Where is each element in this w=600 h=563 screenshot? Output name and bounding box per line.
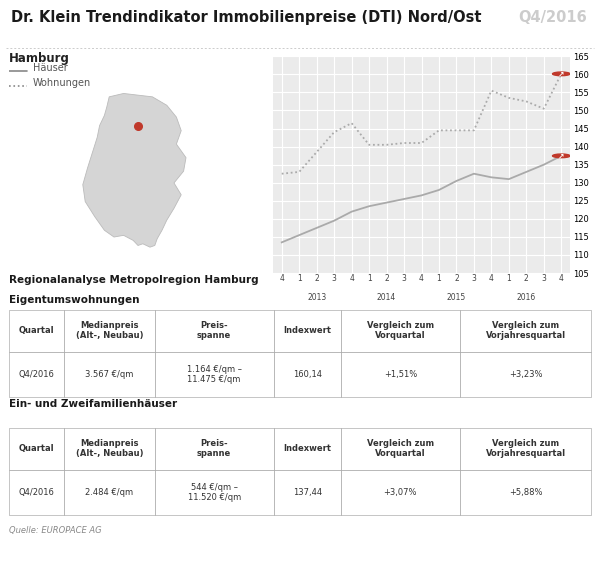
Text: 2013: 2013 [307,293,326,302]
Text: 1.164 €/qm –
11.475 €/qm: 1.164 €/qm – 11.475 €/qm [187,365,242,384]
Text: Eigentumswohnungen: Eigentumswohnungen [9,295,139,305]
Bar [64,428,155,470]
Text: Vergleich zum
Vorjahresquartal: Vergleich zum Vorjahresquartal [485,439,566,458]
Text: Indexwert: Indexwert [283,444,331,453]
Bar [155,351,274,397]
Bar [9,351,64,397]
Text: +3,23%: +3,23% [509,370,542,379]
Text: ↗: ↗ [558,69,565,78]
Text: Medianpreis
(Alt-, Neubau): Medianpreis (Alt-, Neubau) [76,439,143,458]
Text: Indexwert: Indexwert [283,326,331,335]
Text: Quartal: Quartal [19,444,55,453]
Bar [64,310,155,351]
Circle shape [553,72,570,75]
Text: 2015: 2015 [447,293,466,302]
Text: 2.484 €/qm: 2.484 €/qm [85,488,133,497]
Text: Hamburg: Hamburg [9,52,70,65]
Bar [9,310,64,351]
Bar [155,428,274,470]
Text: 3.567 €/qm: 3.567 €/qm [85,370,134,379]
Bar [460,428,591,470]
Text: +1,51%: +1,51% [384,370,417,379]
Bar [274,310,341,351]
Text: Wohnungen: Wohnungen [33,78,91,88]
Text: Vergleich zum
Vorquartal: Vergleich zum Vorquartal [367,321,434,340]
Text: ↗: ↗ [558,151,565,160]
Text: Dr. Klein Trendindikator Immobilienpreise (DTI) Nord/Ost: Dr. Klein Trendindikator Immobilienpreis… [11,10,481,25]
Text: +5,88%: +5,88% [509,488,542,497]
Bar [341,351,460,397]
Text: +3,07%: +3,07% [383,488,417,497]
Text: 2016: 2016 [517,293,536,302]
Circle shape [553,154,570,158]
Bar [274,351,341,397]
Text: Vergleich zum
Vorjahresquartal: Vergleich zum Vorjahresquartal [485,321,566,340]
Text: Häuser: Häuser [33,63,68,73]
Text: 2014: 2014 [377,293,396,302]
Bar [460,351,591,397]
Text: 137,44: 137,44 [293,488,322,497]
Text: Ein- und Zweifamilienhäuser: Ein- und Zweifamilienhäuser [9,399,177,409]
Text: Vergleich zum
Vorquartal: Vergleich zum Vorquartal [367,439,434,458]
Text: Quelle: EUROPACE AG: Quelle: EUROPACE AG [9,526,101,535]
Bar [64,351,155,397]
Bar [341,428,460,470]
Bar [341,470,460,515]
Text: 544 €/qm –
11.520 €/qm: 544 €/qm – 11.520 €/qm [188,483,241,502]
Bar [341,310,460,351]
Bar [9,470,64,515]
Bar [64,470,155,515]
Bar [274,470,341,515]
Text: Medianpreis
(Alt-, Neubau): Medianpreis (Alt-, Neubau) [76,321,143,340]
Bar [274,428,341,470]
Text: Preis-
spanne: Preis- spanne [197,439,231,458]
Text: Regionalanalyse Metropolregion Hamburg: Regionalanalyse Metropolregion Hamburg [9,275,259,285]
Text: Preis-
spanne: Preis- spanne [197,321,231,340]
Text: Q4/2016: Q4/2016 [19,370,55,379]
Bar [155,310,274,351]
Bar [9,428,64,470]
Text: 160,14: 160,14 [293,370,322,379]
Bar [155,470,274,515]
Text: Quartal: Quartal [19,326,55,335]
Text: Q4/2016: Q4/2016 [518,10,587,25]
Text: Q4/2016: Q4/2016 [19,488,55,497]
Bar [460,470,591,515]
Bar [460,310,591,351]
Polygon shape [83,93,186,247]
